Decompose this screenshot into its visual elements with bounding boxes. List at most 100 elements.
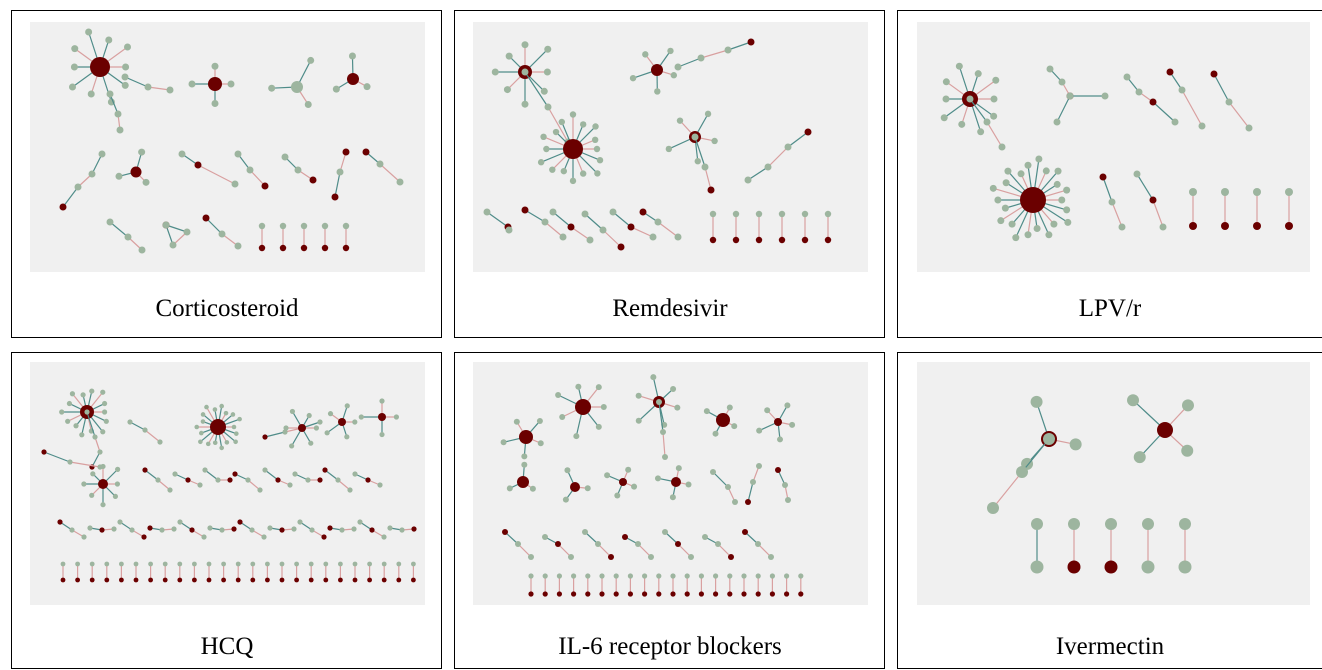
node (725, 484, 731, 490)
node (724, 46, 732, 54)
node (237, 519, 243, 525)
node (584, 485, 591, 492)
node (549, 166, 556, 173)
node (542, 573, 548, 579)
edge (1152, 199, 1164, 228)
node (41, 449, 47, 455)
node (1031, 518, 1043, 530)
node (66, 400, 73, 407)
node (1141, 560, 1155, 574)
node (122, 63, 130, 71)
node (332, 85, 340, 93)
node (591, 136, 599, 144)
node (117, 519, 123, 525)
node (262, 467, 268, 473)
node (521, 461, 528, 468)
node (1012, 234, 1020, 242)
edge (1111, 201, 1123, 228)
node (688, 554, 694, 560)
node (631, 483, 638, 490)
node (521, 453, 528, 460)
node (231, 180, 239, 188)
node (338, 418, 346, 426)
node (115, 466, 121, 472)
node (635, 541, 641, 547)
node (569, 111, 577, 118)
node (500, 439, 507, 446)
node (654, 88, 661, 95)
node (232, 471, 238, 477)
node (215, 477, 221, 483)
node (1159, 223, 1167, 231)
node (1178, 86, 1186, 94)
node (224, 440, 230, 445)
edge (662, 431, 666, 458)
network (940, 62, 1293, 242)
node (1181, 399, 1194, 412)
node (750, 479, 756, 485)
node (1253, 222, 1261, 230)
node (505, 226, 513, 234)
node (308, 440, 314, 446)
node (162, 561, 168, 567)
node (541, 218, 549, 226)
node (317, 477, 323, 483)
node (579, 121, 587, 128)
node (674, 233, 682, 241)
node (321, 244, 329, 252)
edge (204, 469, 219, 481)
node (1285, 222, 1293, 230)
node (801, 236, 809, 244)
node (100, 463, 106, 470)
node (1001, 204, 1009, 212)
node (1149, 98, 1157, 106)
node (130, 166, 142, 178)
node (542, 534, 548, 540)
node (144, 83, 152, 91)
node (756, 427, 763, 434)
node (74, 183, 82, 191)
node (1016, 466, 1028, 478)
node (106, 90, 114, 98)
node (1221, 188, 1229, 196)
node (1053, 118, 1061, 126)
node (267, 525, 273, 531)
node (662, 529, 668, 535)
node (352, 561, 358, 567)
node (732, 499, 738, 505)
node (614, 492, 621, 499)
node (609, 208, 617, 216)
node (544, 45, 552, 53)
edge (129, 421, 146, 431)
node (1181, 444, 1194, 457)
node (376, 160, 384, 168)
node (1253, 188, 1261, 196)
node (204, 404, 209, 410)
node (342, 148, 350, 156)
node (1069, 438, 1082, 451)
node (1063, 186, 1071, 194)
node (90, 471, 96, 477)
node (741, 573, 747, 579)
node (169, 241, 177, 249)
node (586, 236, 594, 244)
node (704, 110, 712, 118)
node (141, 534, 147, 540)
node (1221, 222, 1229, 230)
node (564, 467, 571, 474)
node (613, 573, 619, 579)
node (744, 176, 752, 184)
node (304, 101, 312, 109)
node (393, 414, 399, 420)
node (197, 482, 203, 488)
node (250, 577, 256, 583)
node (387, 525, 393, 531)
node (798, 573, 804, 579)
caption: IL-6 receptor blockers (558, 633, 782, 660)
node (358, 414, 364, 420)
node (769, 591, 775, 597)
node (992, 76, 1000, 84)
node (335, 477, 341, 483)
node (521, 100, 529, 108)
node (619, 478, 627, 486)
